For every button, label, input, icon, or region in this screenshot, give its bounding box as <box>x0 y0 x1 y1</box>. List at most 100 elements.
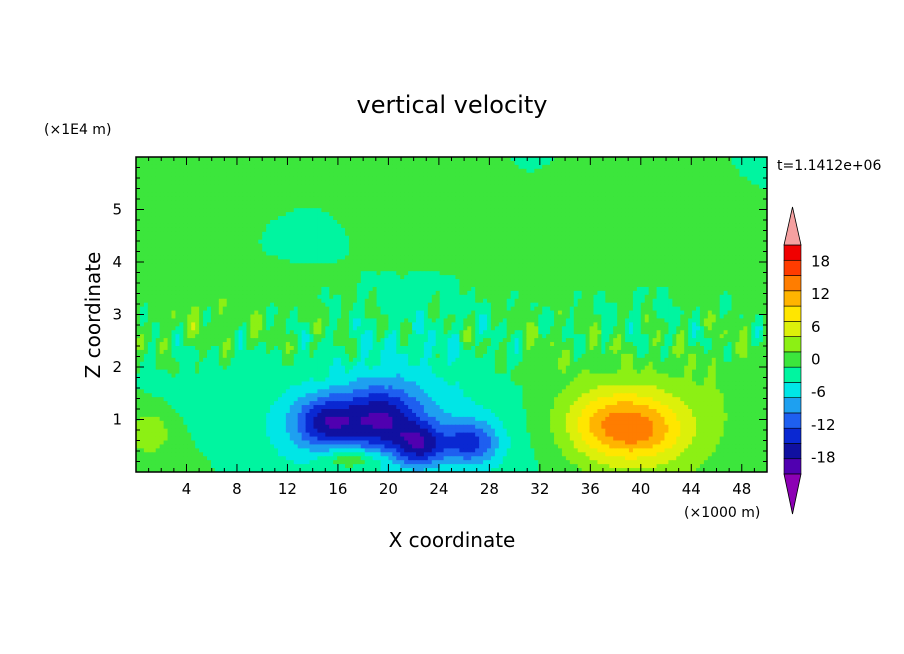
field-cell <box>518 172 524 178</box>
field-cell <box>711 172 717 178</box>
field-cell <box>609 251 614 257</box>
field-cell <box>451 212 457 217</box>
field-cell <box>490 251 496 257</box>
field-cell <box>416 275 421 280</box>
field-cell <box>483 251 488 257</box>
field-cell <box>506 271 512 276</box>
field-cell <box>305 247 311 253</box>
field-cell <box>321 212 326 217</box>
field-cell <box>431 239 437 245</box>
field-cell <box>416 243 421 249</box>
field-cell <box>254 239 259 245</box>
field-cell <box>711 180 717 186</box>
field-cell <box>617 200 622 205</box>
field-cell <box>329 157 334 162</box>
field-cell <box>486 247 492 253</box>
field-cell <box>676 231 681 237</box>
field-cell <box>266 267 271 272</box>
field-cell <box>431 216 437 221</box>
field-cell <box>664 212 669 217</box>
field-cell <box>171 196 177 201</box>
field-cell <box>518 255 524 260</box>
field-cell <box>388 188 393 194</box>
field-cell <box>715 235 721 241</box>
field-cell <box>561 271 567 276</box>
field-cell <box>412 247 417 253</box>
field-cell <box>727 216 733 221</box>
field-cell <box>711 243 717 249</box>
field-cell <box>751 220 756 225</box>
field-cell <box>664 227 669 233</box>
field-cell <box>345 184 350 190</box>
field-cell <box>692 188 697 194</box>
field-cell <box>246 212 251 217</box>
field-cell <box>554 200 559 205</box>
field-cell <box>230 223 236 229</box>
field-cell <box>605 239 610 245</box>
field-cell <box>439 168 445 174</box>
field-cell <box>640 157 646 162</box>
field-cell <box>155 243 161 249</box>
field-cell <box>672 172 677 178</box>
field-cell <box>230 271 236 276</box>
field-cell <box>743 180 748 186</box>
field-cell <box>546 227 551 233</box>
field-cell <box>238 235 244 241</box>
field-cell <box>483 259 488 264</box>
field-cell <box>759 164 764 170</box>
field-cell <box>703 267 709 272</box>
field-cell <box>703 275 709 280</box>
field-cell <box>352 255 358 260</box>
field-cell <box>289 251 295 257</box>
field-cell <box>455 235 460 241</box>
field-cell <box>755 200 760 205</box>
field-cell <box>628 157 634 162</box>
field-cell <box>763 180 767 186</box>
field-cell <box>463 168 468 174</box>
field-cell <box>214 192 220 197</box>
field-cell <box>423 243 429 249</box>
field-cell <box>250 160 255 166</box>
field-cell <box>467 267 472 272</box>
field-cell <box>648 227 654 233</box>
field-cell <box>609 231 614 237</box>
field-cell <box>589 208 595 213</box>
field-cell <box>179 263 184 268</box>
field-cell <box>696 267 701 272</box>
field-cell <box>688 157 693 162</box>
field-cell <box>668 255 673 260</box>
field-cell <box>735 192 740 197</box>
field-cell <box>632 192 638 197</box>
field-cell <box>759 176 764 182</box>
field-cell <box>329 176 334 182</box>
field-cell <box>400 164 405 170</box>
field-cell <box>210 200 216 205</box>
field-cell <box>372 223 378 229</box>
field-cell <box>483 220 488 225</box>
field-cell <box>187 279 192 284</box>
field-cell <box>565 157 571 162</box>
field-cell <box>447 247 453 253</box>
field-cell <box>348 243 354 249</box>
field-cell <box>443 239 449 245</box>
field-cell <box>396 188 401 194</box>
field-cell <box>388 223 393 229</box>
field-cell <box>175 172 180 178</box>
field-cell <box>577 200 583 205</box>
field-cell <box>692 208 697 213</box>
field-cell <box>538 227 543 233</box>
field-cell <box>522 227 528 233</box>
field-cell <box>759 255 764 260</box>
field-cell <box>396 200 401 205</box>
field-cell <box>522 216 528 221</box>
field-cell <box>498 263 504 268</box>
field-cell <box>408 275 413 280</box>
field-cell <box>246 239 251 245</box>
field-cell <box>329 263 334 268</box>
field-cell <box>214 176 220 182</box>
field-cell <box>727 227 733 233</box>
field-cell <box>672 212 677 217</box>
field-cell <box>376 220 382 225</box>
field-cell <box>396 239 401 245</box>
field-cell <box>285 200 291 205</box>
